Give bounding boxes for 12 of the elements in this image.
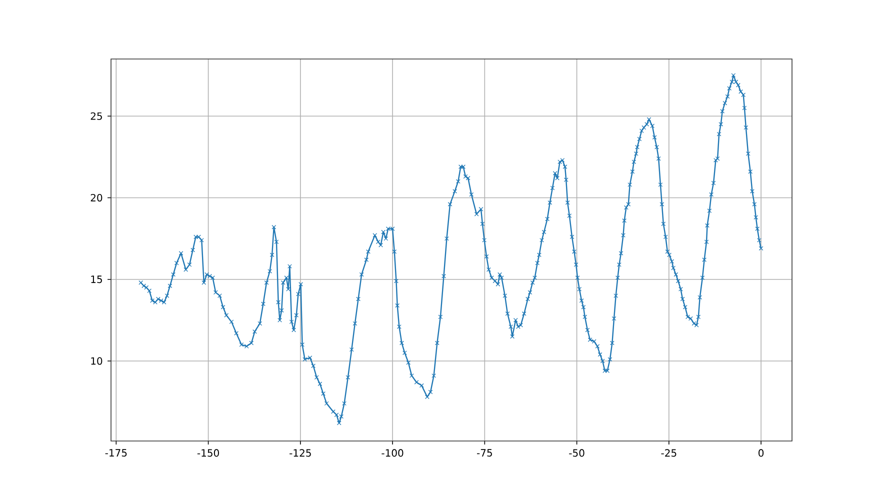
x-tick-label: -175 <box>105 449 127 457</box>
y-tick-label: 20 <box>90 194 102 202</box>
x-tick-label: 0 <box>758 449 764 457</box>
x-tick-label: -25 <box>661 449 676 457</box>
x-tick-label: -75 <box>476 449 492 457</box>
y-tick-label: 25 <box>90 112 102 120</box>
x-tick-label: -50 <box>569 449 584 457</box>
x-tick-label: -125 <box>290 449 311 457</box>
y-tick-label: 10 <box>91 357 102 365</box>
x-tick-label: -150 <box>197 449 219 457</box>
x-tick-label: -100 <box>382 449 404 457</box>
y-tick-label: 15 <box>91 276 102 284</box>
